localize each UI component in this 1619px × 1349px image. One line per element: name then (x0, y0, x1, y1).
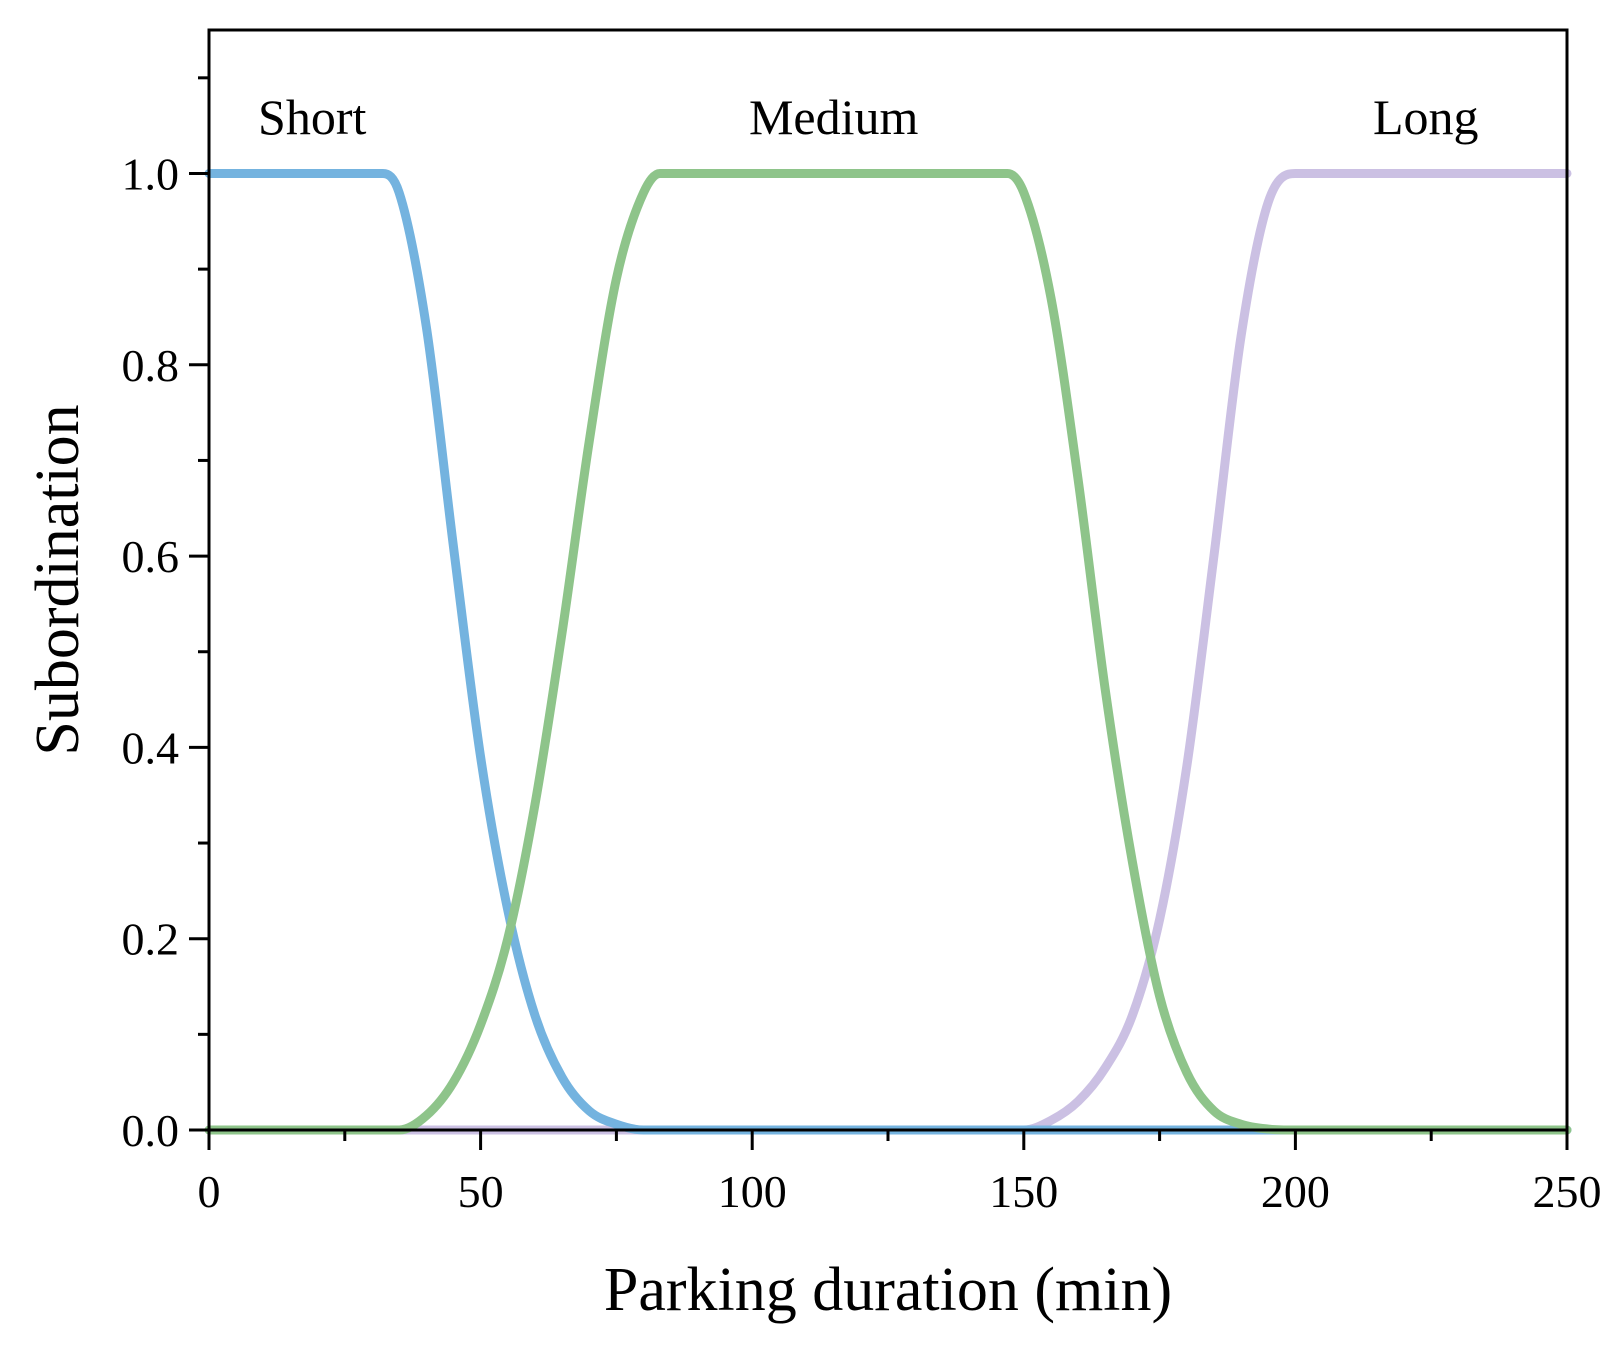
tick-layer (189, 76, 1569, 1150)
x-tick-label: 200 (1261, 1166, 1330, 1217)
label-layer: Short Medium Long 0 50 100 150 200 250 0.0 0.2 0.4 0… (122, 89, 1602, 1217)
x-tick-label: 50 (458, 1166, 504, 1217)
y-tick-label: 0.6 (122, 531, 180, 582)
series-label-medium: Medium (749, 89, 919, 145)
y-tick-label: 0.2 (122, 914, 180, 965)
series-line-medium (204, 168, 1572, 1135)
x-tick-label: 0 (198, 1166, 221, 1217)
y-axis-title: Subordination (24, 404, 92, 755)
y-tick-label: 0.0 (122, 1105, 180, 1156)
y-tick-label: 0.8 (122, 340, 180, 391)
series-label-short: Short (258, 89, 366, 145)
x-tick-label: 150 (989, 1166, 1058, 1217)
x-tick-label: 100 (718, 1166, 787, 1217)
x-axis-title: Parking duration (min) (604, 1256, 1172, 1324)
x-tick-label: 250 (1533, 1166, 1602, 1217)
y-tick-label: 1.0 (122, 148, 180, 199)
series-label-long: Long (1373, 89, 1479, 145)
y-tick-label: 0.4 (122, 722, 180, 773)
